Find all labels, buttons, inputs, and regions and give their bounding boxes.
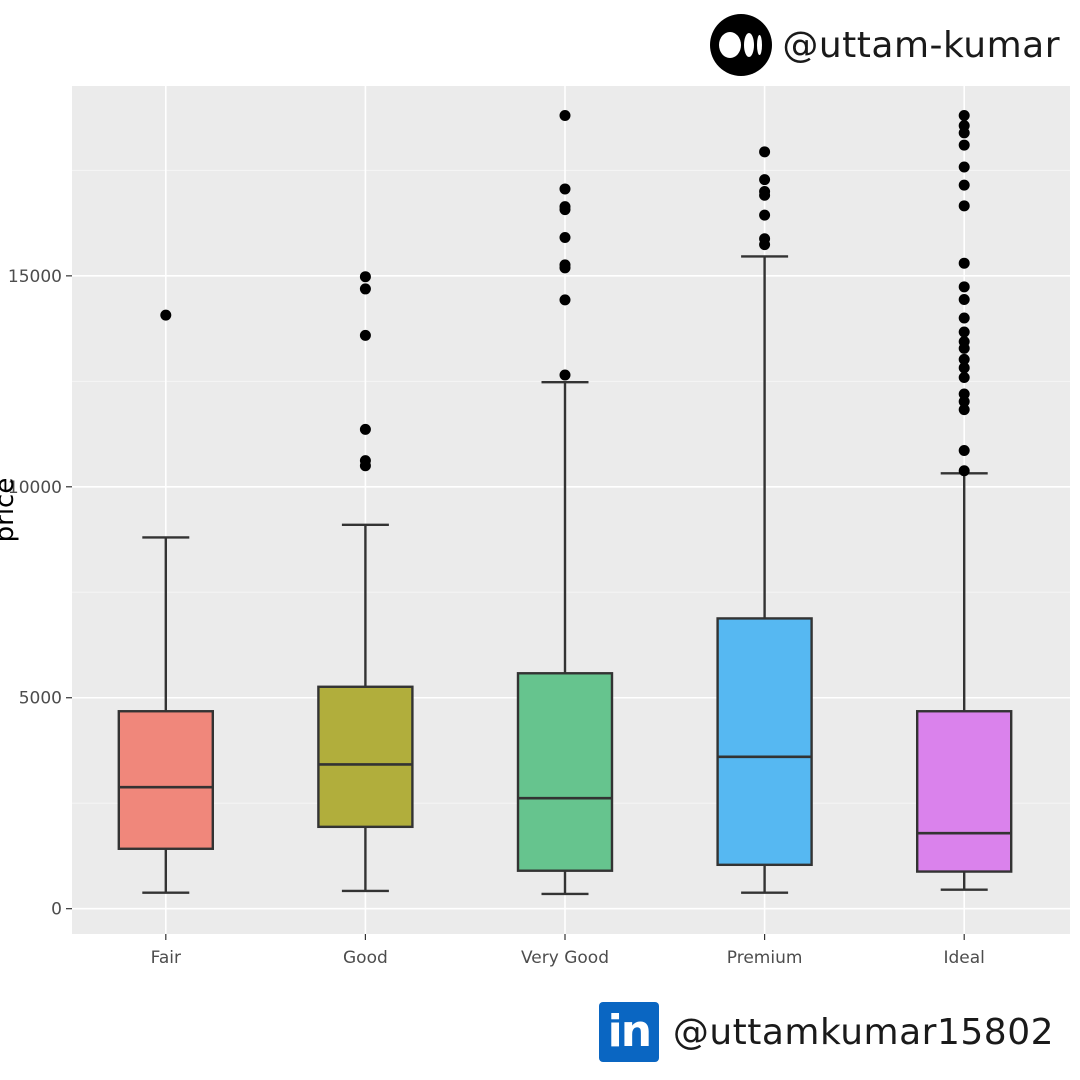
x-tick-label: Premium [727,948,803,968]
outlier-point [958,388,970,400]
outlier-point [759,209,771,221]
outlier-point [359,423,371,435]
outlier-point [958,179,970,191]
x-tick-label: Good [343,948,388,968]
outlier-point [958,139,970,151]
medium-handle-text: @uttam-kumar [782,24,1060,66]
y-tick-label: 0 [51,900,62,920]
outlier-point [958,257,970,269]
outlier-point [958,200,970,212]
linkedin-watermark: in @uttamkumar15802 [598,1002,1054,1062]
outlier-point [958,312,970,324]
y-tick-label: 15000 [8,267,62,287]
outlier-point [359,329,371,341]
box-good [317,271,414,893]
outlier-point [359,455,371,467]
x-tick-label: Fair [151,948,181,968]
box-very-good [516,110,614,896]
y-axis-ticks: 0 5000 10000 15000 [8,267,72,920]
y-tick-label: 10000 [8,478,62,498]
outlier-point [559,201,571,213]
box-series [117,110,1013,896]
outlier-point [559,369,571,381]
outlier-point [359,283,371,295]
outlier-point [559,183,571,195]
outlier-point [759,185,771,197]
linkedin-logo-icon: in [598,1002,659,1062]
box-ideal [916,110,1013,891]
outlier-point [958,372,970,384]
outlier-point [160,309,172,321]
box-premium [716,146,813,894]
iqr-box [916,710,1013,873]
outlier-point [958,353,970,365]
outlier-point [958,110,970,122]
outlier-point [958,281,970,293]
medium-logo-icon [710,14,773,76]
iqr-box [516,672,614,872]
outlier-point [359,271,371,283]
outlier-point [958,336,970,348]
outlier-point [958,326,970,338]
outlier-point [759,233,771,245]
outlier-point [958,293,970,305]
outlier-point [559,294,571,306]
x-axis-ticks: Fair Good Very Good Premium Ideal [151,934,985,968]
medium-watermark: @uttam-kumar [710,14,1060,76]
outlier-point [559,110,571,122]
outlier-point [759,174,771,186]
iqr-box [117,710,215,850]
outlier-point [958,445,970,457]
y-axis-label: price [0,478,20,543]
outlier-point [759,146,771,158]
y-tick-label: 5000 [19,689,62,709]
outlier-point [958,120,970,132]
outlier-point [958,465,970,477]
x-tick-label: Very Good [521,948,609,968]
outlier-point [958,161,970,173]
x-tick-label: Ideal [943,948,984,968]
outlier-point [559,259,571,271]
outlier-point [559,231,571,243]
linkedin-handle-text: @uttamkumar15802 [672,1011,1054,1053]
box-fair [117,309,215,894]
iqr-box [317,685,414,829]
iqr-box [716,617,813,867]
